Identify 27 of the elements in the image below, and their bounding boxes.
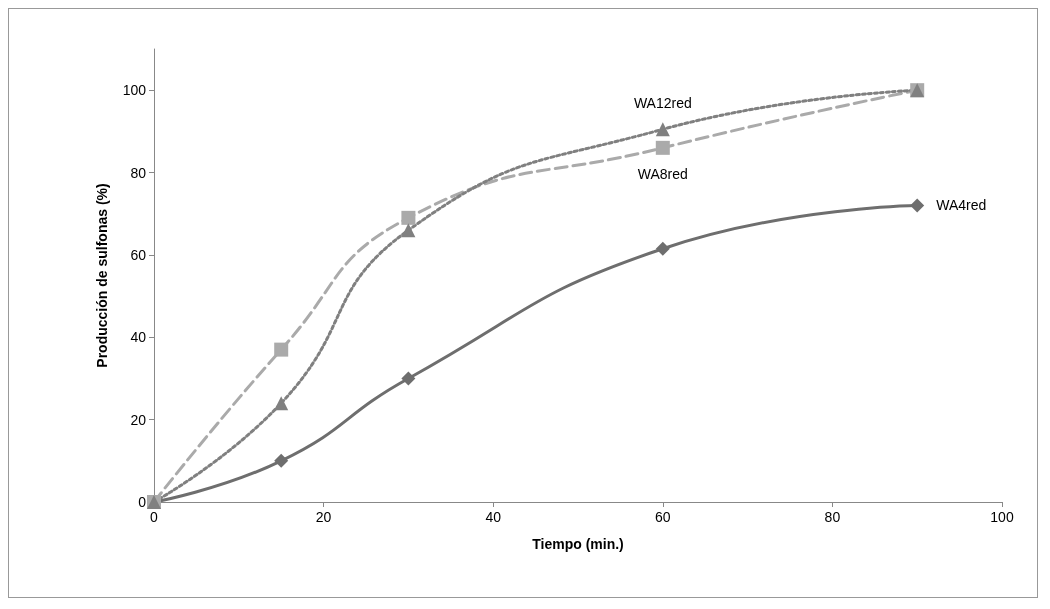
y-tick-label: 40 <box>130 329 147 346</box>
point <box>401 210 416 225</box>
x-tick-label: 100 <box>990 509 1014 525</box>
point <box>655 122 670 137</box>
y-tick-label: 60 <box>130 246 147 263</box>
x-tick-label: 0 <box>150 509 159 525</box>
point <box>401 371 416 386</box>
x-tick-label: 60 <box>655 509 671 525</box>
point <box>401 223 416 238</box>
y-tick-label: 20 <box>130 411 147 428</box>
point <box>274 396 289 411</box>
point <box>910 198 925 213</box>
x-tick-label: 40 <box>485 509 502 525</box>
y-axis-title: Producción de sulfonas (%) <box>94 183 110 368</box>
point <box>655 241 670 256</box>
series-label: WA8red <box>637 165 688 182</box>
x-axis-title: Tiempo (min.) <box>532 536 624 552</box>
point <box>274 453 289 468</box>
series-label: WA4red <box>936 197 987 214</box>
point <box>274 342 289 357</box>
y-tick-label: 80 <box>130 164 147 181</box>
x-tick-label: 80 <box>824 509 841 525</box>
point <box>655 140 670 155</box>
y-tick-label: 0 <box>138 494 147 510</box>
series-label: WA12red <box>633 95 692 112</box>
y-tick-label: 100 <box>122 82 147 99</box>
x-tick-label: 20 <box>315 509 332 525</box>
